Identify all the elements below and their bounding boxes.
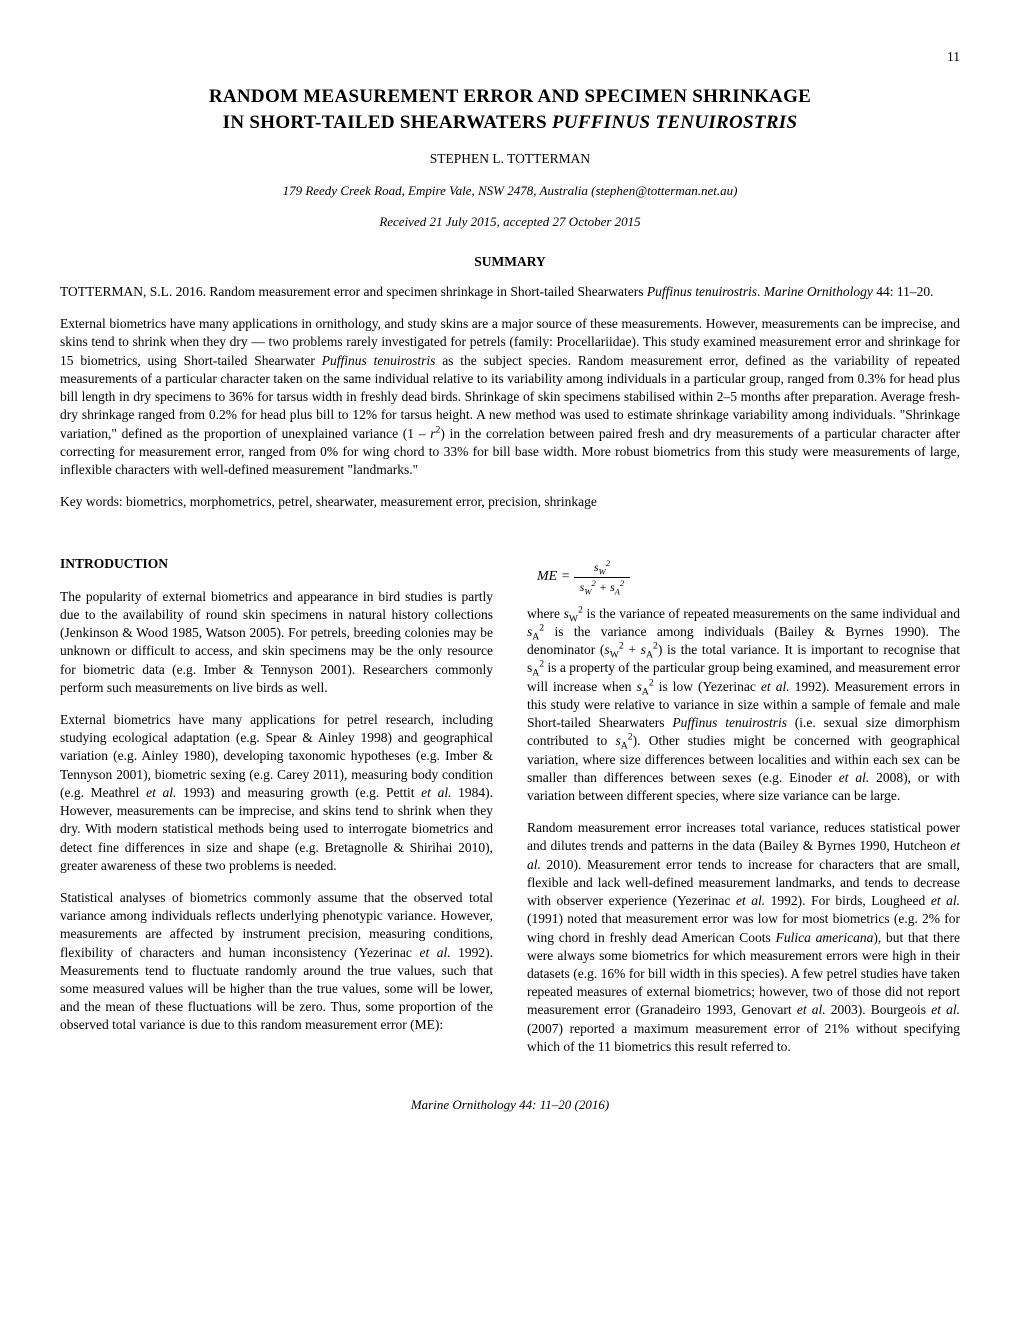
etal-1: et al. (146, 785, 176, 800)
c2p1b: is the variance of repeated measurements… (583, 606, 960, 621)
c2p1-sw2-sup: 2 (619, 641, 624, 652)
page-number: 11 (60, 48, 960, 66)
summary-block: TOTTERMAN, S.L. 2016. Random measurement… (60, 283, 960, 511)
etal-9: et al. (797, 1002, 826, 1017)
etal-3: et al. (419, 945, 450, 960)
summary-species: Puffinus tenuirostris (322, 353, 436, 368)
citation-period: . (757, 284, 764, 299)
etal-2: et al. (421, 785, 451, 800)
footer-text: 44: 11–20 (2016) (516, 1097, 609, 1112)
etal-4: et al. (761, 679, 790, 694)
left-column: INTRODUCTION The popularity of external … (60, 555, 493, 1070)
c2p2-species: Fulica americana (776, 930, 874, 945)
eq-eq: = (557, 569, 573, 584)
me-equation: ME = sW2sW2 + sA2 (537, 559, 960, 594)
etal-5: et al. (839, 770, 870, 785)
c2p2g: (2007) reported a maximum measurement er… (527, 1021, 960, 1054)
citation-species: Puffinus tenuirostris (647, 284, 757, 299)
c2p1f: is low (Yezerinac (654, 679, 761, 694)
eq-lhs: ME (537, 569, 557, 584)
eq-den-sub1: W (584, 586, 591, 596)
intro-p2b: 1993) and measuring growth (e.g. Pettit (176, 785, 421, 800)
c2p2a: Random measurement error increases total… (527, 820, 960, 853)
c2p2c: 1992). For birds, Lougheed (765, 893, 931, 908)
c2p1d: ) is the total variance. It is important… (658, 642, 960, 657)
intro-p2: External biometrics have many applicatio… (60, 711, 493, 875)
eq-den-plus: + (596, 580, 610, 594)
eq-denominator: sW2 + sA2 (574, 578, 631, 595)
eq-num-sub: W (599, 567, 606, 577)
etal-10: et al. (931, 1002, 960, 1017)
author-affiliation: 179 Reedy Creek Road, Empire Vale, NSW 2… (60, 182, 960, 200)
page-footer: Marine Ornithology 44: 11–20 (2016) (60, 1096, 960, 1114)
title-line1: RANDOM MEASUREMENT ERROR AND SPECIMEN SH… (209, 86, 811, 107)
c2p1-sa5-sub: A (621, 741, 628, 752)
col2-p2: Random measurement error increases total… (527, 819, 960, 1056)
eq-den-sup2: 2 (620, 578, 624, 588)
eq-num-sup: 2 (606, 558, 610, 568)
footer-journal: Marine Ornithology (411, 1097, 516, 1112)
eq-fraction: sW2sW2 + sA2 (574, 559, 631, 594)
eq-numerator: sW2 (574, 559, 631, 577)
citation-line: TOTTERMAN, S.L. 2016. Random measurement… (60, 283, 960, 301)
summary-text: External biometrics have many applicatio… (60, 315, 960, 479)
summary-heading: SUMMARY (60, 253, 960, 271)
introduction-heading: INTRODUCTION (60, 555, 493, 573)
two-column-body: INTRODUCTION The popularity of external … (60, 555, 960, 1070)
c2p1-sa3-wrap: sA2 (527, 660, 544, 675)
citation-prefix: TOTTERMAN, S.L. 2016. Random measurement… (60, 284, 647, 299)
title-species: PUFFINUS TENUIROSTRIS (552, 112, 797, 133)
col2-p1: where sW2 is the variance of repeated me… (527, 605, 960, 805)
etal-8: et al. (931, 893, 960, 908)
c2p1-species: Puffinus tenuirostris (672, 715, 787, 730)
etal-7: et al. (736, 893, 765, 908)
article-title: RANDOM MEASUREMENT ERROR AND SPECIMEN SH… (60, 84, 960, 135)
intro-p3: Statistical analyses of biometrics commo… (60, 889, 493, 1035)
c2p1-sa4-sub: A (642, 686, 649, 697)
title-line2: IN SHORT-TAILED SHEARWATERS (223, 112, 552, 133)
c2p2f: 2003). Bourgeois (826, 1002, 932, 1017)
intro-p1: The popularity of external biometrics an… (60, 588, 493, 697)
citation-journal: Marine Ornithology (764, 284, 873, 299)
keywords-line: Key words: biometrics, morphometrics, pe… (60, 493, 960, 511)
received-dates: Received 21 July 2015, accepted 27 Octob… (60, 213, 960, 231)
author-name: STEPHEN L. TOTTERMAN (60, 150, 960, 168)
citation-suffix: 44: 11–20. (873, 284, 934, 299)
right-column: ME = sW2sW2 + sA2 where sW2 is the varia… (527, 555, 960, 1070)
c2p1a: where (527, 606, 564, 621)
c2p1-sw-sub: W (569, 614, 578, 625)
